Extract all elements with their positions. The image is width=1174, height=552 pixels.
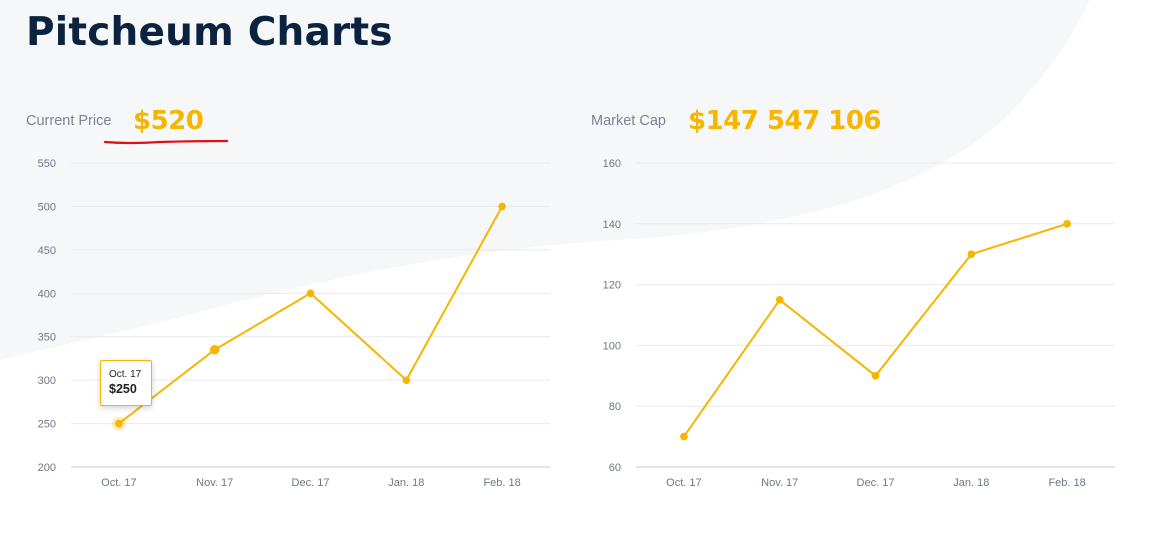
cap-y-tick-label: 100 xyxy=(603,340,621,352)
price-y-tick-label: 350 xyxy=(38,332,56,344)
price-y-tick-label: 500 xyxy=(38,201,56,213)
price-data-point[interactable] xyxy=(306,289,315,298)
cap-data-point[interactable] xyxy=(680,432,688,441)
red-underline-annotation xyxy=(103,139,229,145)
cap-data-point[interactable] xyxy=(871,372,880,380)
price-y-tick-label: 400 xyxy=(38,288,56,300)
current-price-label: Current Price xyxy=(26,113,112,129)
cap-data-point[interactable] xyxy=(967,250,976,258)
market-cap-chart: 60 80 100 120 140 160 Oct. 17 Nov. 17 Dec. 17 Jan… xyxy=(603,158,1115,489)
price-x-tick-label: Feb. 18 xyxy=(483,477,520,489)
price-data-point[interactable] xyxy=(498,202,506,211)
tooltip-date: Oct. 17 xyxy=(109,369,142,380)
cap-y-tick-label: 160 xyxy=(603,158,621,170)
price-y-tick-label: 250 xyxy=(38,419,56,431)
price-y-tick-label: 300 xyxy=(38,375,56,387)
market-cap-value: $147 547 106 xyxy=(688,106,882,136)
cap-data-point[interactable] xyxy=(1063,220,1071,228)
price-series-line xyxy=(118,205,503,425)
cap-y-tick-label: 80 xyxy=(609,401,621,413)
cap-y-tick-label: 60 xyxy=(609,462,621,474)
price-x-tick-label: Nov. 17 xyxy=(196,477,233,489)
cap-x-tick-label: Oct. 17 xyxy=(666,477,701,489)
price-y-tick-label: 450 xyxy=(38,245,56,257)
price-y-tick-label: 200 xyxy=(38,462,56,474)
price-data-point[interactable] xyxy=(209,344,220,355)
price-y-tick-label: 550 xyxy=(38,158,56,170)
price-x-tick-label: Dec. 17 xyxy=(292,477,330,489)
price-x-tick-label: Jan. 18 xyxy=(388,477,424,489)
cap-y-tick-label: 120 xyxy=(603,280,621,292)
price-data-point[interactable] xyxy=(402,376,411,384)
tooltip-value: $250 xyxy=(109,382,137,396)
cap-x-tick-label: Nov. 17 xyxy=(761,477,798,489)
current-price-panel: Current Price $520 200 250 300 350 400 450 500… xyxy=(0,98,560,518)
current-price-value: $520 xyxy=(133,106,204,136)
price-chart: 200 250 300 350 400 450 500 550 Oct. 17 Nov. 17 De… xyxy=(38,139,550,489)
price-data-point[interactable] xyxy=(115,419,123,428)
cap-x-tick-label: Dec. 17 xyxy=(857,477,895,489)
cap-y-tick-label: 140 xyxy=(603,219,621,231)
cap-x-tick-label: Feb. 18 xyxy=(1048,477,1085,489)
cap-data-point[interactable] xyxy=(775,296,784,304)
cap-x-tick-label: Jan. 18 xyxy=(953,477,989,489)
cap-series-line xyxy=(683,222,1068,438)
price-x-tick-label: Oct. 17 xyxy=(101,477,136,489)
page-title: Pitcheum Charts xyxy=(26,10,393,55)
price-tooltip: Oct. 17 $250 xyxy=(100,360,152,406)
market-cap-label: Market Cap xyxy=(591,113,666,129)
market-cap-panel: Market Cap $147 547 106 60 80 100 120 140 160… xyxy=(565,98,1125,518)
